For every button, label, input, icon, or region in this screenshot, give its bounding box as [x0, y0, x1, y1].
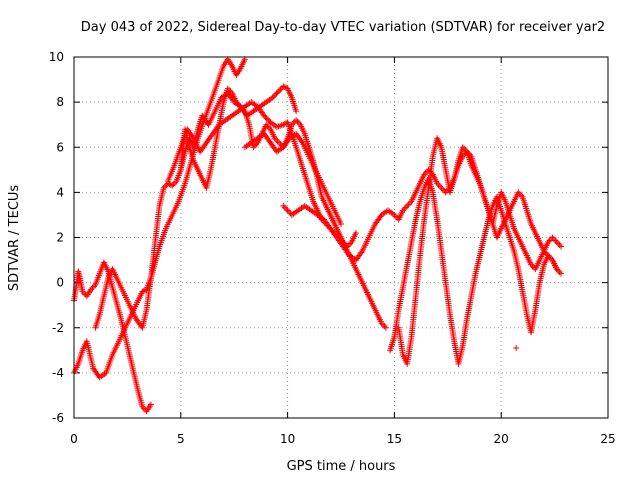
- data-point: [404, 202, 411, 209]
- data-point: [553, 239, 560, 246]
- data-point: [262, 114, 269, 121]
- data-point: [556, 242, 563, 249]
- data-point: [558, 243, 565, 250]
- data-point: [284, 207, 291, 214]
- y-tick-label: 6: [56, 140, 64, 154]
- data-point: [261, 112, 268, 119]
- data-point: [276, 139, 283, 146]
- y-tick-label: 2: [56, 231, 64, 245]
- data-point: [439, 186, 446, 193]
- x-tick-labels: 0 5 10 15 20 25: [70, 432, 615, 446]
- data-point: [552, 237, 559, 244]
- data-point: [558, 270, 565, 277]
- data-point: [352, 229, 359, 236]
- data-point: [549, 234, 556, 241]
- data-point: [281, 204, 288, 211]
- y-tick-label: -4: [52, 366, 64, 380]
- data-point: [167, 181, 174, 188]
- data-point: [272, 91, 279, 98]
- data-point: [147, 401, 154, 408]
- data-point: [438, 184, 445, 191]
- data-point: [283, 205, 290, 212]
- x-axis-label: GPS time / hours: [287, 459, 396, 474]
- data-point: [550, 236, 557, 243]
- y-tick-label: 0: [56, 276, 64, 290]
- y-tick-label: -6: [52, 411, 64, 425]
- x-tick-label: 10: [280, 432, 295, 446]
- x-tick-label: 25: [600, 432, 615, 446]
- y-tick-label: -2: [52, 321, 64, 335]
- data-point: [273, 90, 280, 97]
- data-point: [270, 93, 277, 100]
- data-point: [269, 94, 276, 101]
- data-point: [381, 323, 388, 330]
- x-tick-label: 0: [70, 432, 78, 446]
- chart-title: Day 043 of 2022, Sidereal Day-to-day VTE…: [81, 20, 605, 35]
- data-point: [436, 183, 443, 190]
- data-point: [263, 115, 270, 122]
- x-tick-label: 15: [387, 432, 402, 446]
- data-point: [553, 266, 560, 273]
- y-tick-label: 10: [49, 50, 64, 64]
- data-point: [556, 269, 563, 276]
- y-tick-label: 4: [56, 185, 64, 199]
- y-axis-label: SDTVAR / TECUs: [7, 185, 22, 292]
- y-tick-labels: -6 -4 -2 0 2 4 6 8 10: [49, 50, 64, 425]
- data-point: [513, 345, 520, 352]
- data-point: [402, 204, 409, 211]
- x-tick-label: 5: [177, 432, 185, 446]
- data-point: [274, 89, 281, 96]
- data-point: [405, 201, 412, 208]
- data-point: [274, 138, 281, 145]
- data-point: [293, 117, 300, 124]
- y-tick-label: 8: [56, 95, 64, 109]
- data-point: [293, 108, 300, 115]
- data-point: [382, 324, 389, 331]
- data-point: [264, 116, 271, 123]
- data-point: [170, 181, 177, 188]
- data-point: [280, 202, 287, 209]
- data-point: [555, 240, 562, 247]
- data-point: [338, 220, 344, 227]
- plot-frame: [73, 56, 609, 419]
- data-point: [392, 213, 399, 220]
- data-point: [294, 118, 301, 125]
- data-points: [71, 56, 565, 415]
- x-tick-label: 20: [494, 432, 509, 446]
